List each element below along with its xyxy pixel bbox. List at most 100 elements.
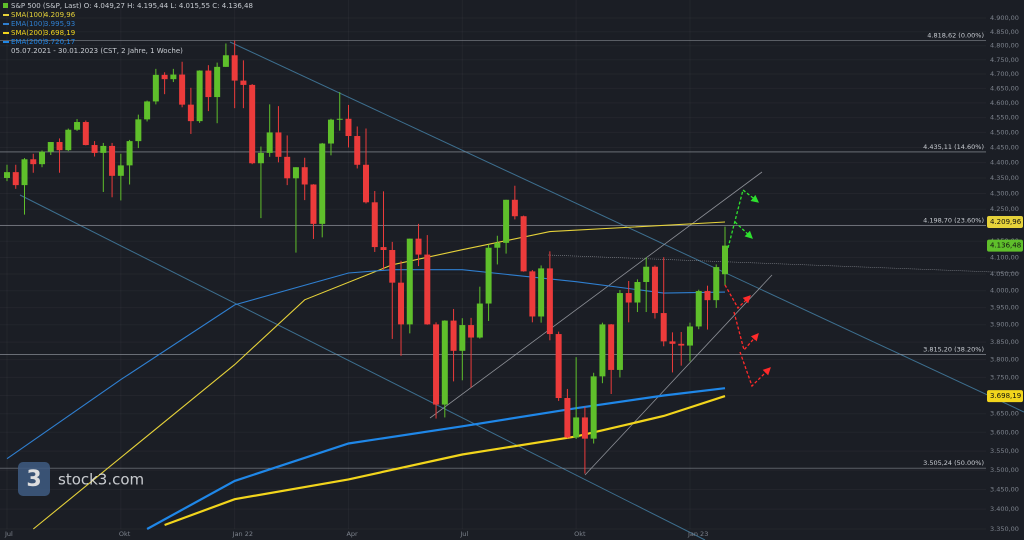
candle-body — [581, 417, 588, 439]
price-box-label: 4.209,96 — [990, 218, 1022, 226]
y-tick-label: 3.500,00 — [990, 466, 1019, 474]
y-tick-label: 4.300,00 — [990, 190, 1019, 198]
legend-icon — [3, 3, 8, 8]
candle-body — [616, 293, 623, 370]
candle-body — [529, 271, 536, 317]
legend: S&P 500 (S&P, Last) O: 4.049,27 H: 4.195… — [3, 2, 253, 55]
watermark: 3 stock3.com — [18, 462, 144, 496]
candle-body — [485, 247, 492, 304]
y-tick-label: 3.950,00 — [990, 304, 1019, 312]
candle-body — [310, 184, 317, 224]
candle-body — [695, 291, 702, 327]
candle-body — [625, 293, 632, 303]
candle-body — [301, 167, 308, 185]
candle-body — [546, 268, 553, 335]
legend-label: SMA(100) — [11, 11, 45, 19]
candle-body — [152, 74, 159, 102]
level-label: 4.435,11 (14.60%) — [923, 143, 984, 151]
watermark-text: stock3.com — [58, 471, 144, 489]
price-box-label: 4.136,48 — [990, 242, 1021, 250]
range-note: 05.07.2021 - 30.01.2023 (CST, 2 Jahre, 1… — [11, 47, 183, 55]
candle-body — [65, 129, 72, 151]
candle-body — [555, 334, 562, 399]
candle-body — [345, 118, 352, 137]
candle-body — [354, 136, 361, 165]
candle-body — [336, 118, 343, 120]
logo — [18, 462, 50, 496]
candle-body — [722, 245, 728, 275]
candle-body — [91, 145, 98, 153]
legend-value: 4.209,96 — [44, 11, 76, 19]
channel-line — [429, 171, 763, 419]
arrow-up — [727, 188, 760, 249]
candle-body — [678, 343, 685, 346]
x-tick-label: Jul — [4, 530, 13, 538]
candle-body — [503, 199, 510, 243]
candle-body — [292, 167, 299, 179]
candle-body — [109, 145, 116, 176]
y-tick-label: 3.750,00 — [990, 373, 1019, 381]
price-box — [987, 215, 1023, 228]
y-tick-label: 4.600,00 — [990, 99, 1019, 107]
candle-body — [389, 250, 396, 283]
x-tick-label: Apr — [346, 530, 358, 538]
candle-body — [494, 242, 501, 248]
candle-body — [205, 70, 212, 98]
candle-body — [424, 254, 431, 325]
candle-body — [573, 417, 580, 438]
candle-body — [126, 141, 133, 166]
y-tick-label: 4.100,00 — [990, 254, 1019, 262]
candle-body — [266, 132, 273, 153]
arrow-down — [724, 284, 751, 310]
candle-body — [599, 324, 606, 377]
y-tick-label: 4.550,00 — [990, 114, 1019, 122]
trend-line — [19, 194, 706, 540]
candle-body — [249, 84, 256, 164]
candle-body — [275, 132, 282, 157]
y-tick-label: 4.400,00 — [990, 159, 1019, 167]
level-label: 3.815,20 (38.20%) — [923, 345, 984, 353]
candle-body — [21, 159, 28, 186]
candle-body — [433, 324, 440, 405]
candle-body — [231, 55, 238, 81]
ma-line — [146, 387, 726, 530]
legend-value: 3.698,19 — [44, 29, 75, 37]
fib-levels: 4.818,62 (0.00%) 4.435,11 (14.60%) 4.198,7… — [0, 32, 986, 469]
y-tick-label: 3.550,00 — [990, 447, 1019, 455]
candle-body — [415, 238, 422, 255]
candle-body — [170, 74, 177, 80]
legend-value: 3.995,93 — [44, 20, 75, 28]
price-box-label: 3.698,19 — [990, 392, 1021, 400]
candle-body — [319, 143, 326, 224]
candle-body — [643, 266, 650, 282]
candle-body — [12, 172, 19, 186]
level-label: 4.198,70 (23.60%) — [923, 217, 984, 225]
candle-body — [450, 320, 457, 351]
candle-body — [686, 326, 693, 346]
candle-body — [284, 156, 291, 179]
candle-body — [117, 165, 124, 176]
y-tick-label: 4.050,00 — [990, 270, 1019, 278]
candle-body — [39, 151, 46, 165]
candle-body — [398, 282, 405, 325]
y-tick-label: 4.900,00 — [990, 14, 1019, 22]
legend-label: EMA(100) — [11, 20, 45, 28]
candle-body — [538, 268, 545, 317]
candle-body — [406, 238, 413, 325]
candle-body — [4, 172, 10, 178]
candle-body — [669, 341, 676, 344]
candle-body — [82, 122, 89, 146]
candle-body — [371, 202, 378, 248]
candles — [4, 40, 728, 474]
candle-body — [179, 74, 186, 105]
arrow-up — [734, 221, 753, 239]
y-tick-label: 3.350,00 — [990, 525, 1019, 533]
y-tick-label: 4.700,00 — [990, 70, 1019, 78]
candle-body — [222, 55, 229, 67]
y-tick-label: 4.850,00 — [990, 28, 1019, 36]
ma-line — [164, 395, 726, 527]
candle-body — [713, 267, 720, 301]
level-label: 3.505,24 (50.00%) — [923, 459, 984, 467]
price-box — [987, 390, 1023, 403]
